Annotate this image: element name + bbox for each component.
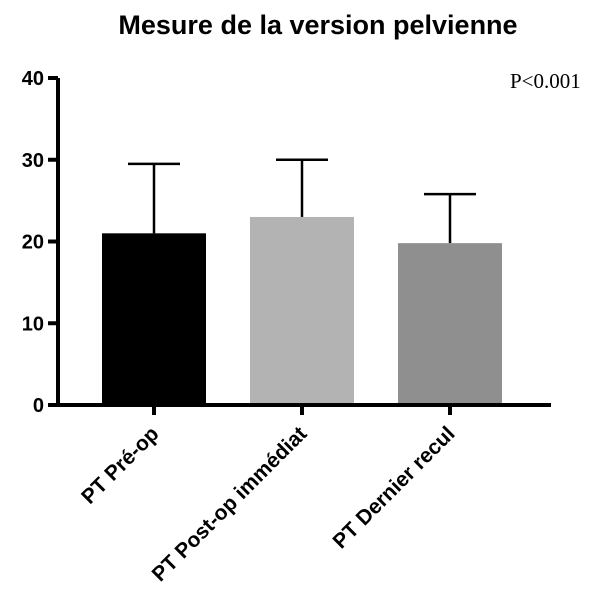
- y-tick-label: 30: [22, 150, 44, 172]
- y-tick-label: 20: [22, 232, 44, 254]
- chart-title: Mesure de la version pelvienne: [118, 10, 517, 40]
- bar: [398, 243, 502, 405]
- bar: [250, 216, 354, 405]
- y-tick-label: 40: [22, 68, 44, 90]
- x-tick-label: PT Dernier recul: [329, 422, 460, 553]
- x-tick-label: PT Pré-op: [77, 422, 163, 508]
- p-value-annotation: P<0.001: [510, 69, 581, 93]
- x-tick-label: PT Post-op immédiat: [148, 422, 312, 586]
- y-tick-label: 0: [33, 395, 44, 417]
- y-tick-label: 10: [22, 313, 44, 335]
- bar: [102, 233, 206, 405]
